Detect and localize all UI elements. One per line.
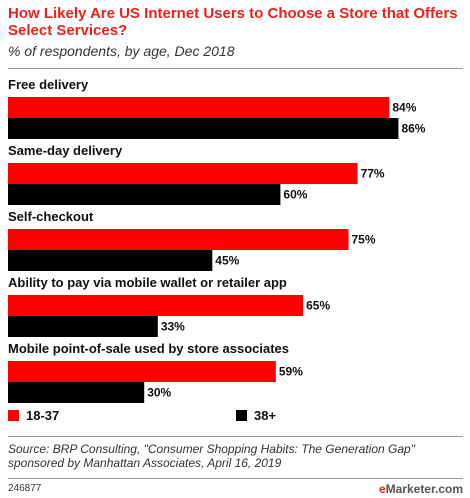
bar-series-1 [8, 295, 304, 316]
value-label: 75% [352, 233, 376, 247]
bar-series-2 [8, 184, 281, 205]
bottom-divider [8, 436, 463, 437]
category-label: Same-day delivery [8, 143, 123, 158]
bar-series-1 [8, 229, 349, 250]
page-title: How Likely Are US Internet Users to Choo… [8, 5, 458, 39]
value-label: 30% [147, 386, 171, 400]
legend-item-18-37: 18-37 [8, 408, 59, 423]
source-note: Source: BRP Consulting, "Consumer Shoppi… [8, 442, 415, 470]
value-label: 45% [215, 254, 239, 268]
legend-label: 18-37 [26, 408, 60, 423]
footer-divider [8, 478, 463, 479]
category-label: Mobile point-of-sale used by store assoc… [8, 341, 289, 356]
value-label: 59% [279, 365, 303, 379]
emarketer-logo[interactable]: eMarketer.com [378, 482, 463, 496]
value-label: 86% [401, 122, 425, 136]
legend-item-38-plus: 38+ [236, 408, 276, 423]
legend-label: 38+ [254, 408, 277, 423]
bar-series-2 [8, 316, 158, 337]
bar-series-1 [8, 361, 276, 382]
value-label: 33% [161, 320, 185, 334]
bar-series-1 [8, 163, 358, 184]
legend-swatch-black [236, 410, 247, 421]
bar-chart: Free delivery 84% 86% Same-day delivery 77% 6… [8, 77, 426, 403]
bar-series-2 [8, 250, 213, 271]
bar-series-2 [8, 382, 145, 403]
bar-series-1 [8, 97, 390, 118]
footer: 246877 eMarketer.com [8, 482, 463, 496]
category-label: Self-checkout [8, 209, 94, 224]
page-subtitle: % of respondents, by age, Dec 2018 [8, 43, 235, 59]
bar-series-2 [8, 118, 399, 139]
value-label: 77% [361, 167, 385, 181]
category-label: Free delivery [8, 77, 89, 92]
top-divider [8, 68, 463, 69]
value-label: 84% [392, 101, 416, 115]
value-label: 65% [306, 299, 330, 313]
category-label: Ability to pay via mobile wallet or reta… [8, 275, 287, 290]
legend-swatch-red [8, 410, 19, 421]
value-label: 60% [283, 188, 307, 202]
chart-id: 246877 [8, 483, 42, 494]
